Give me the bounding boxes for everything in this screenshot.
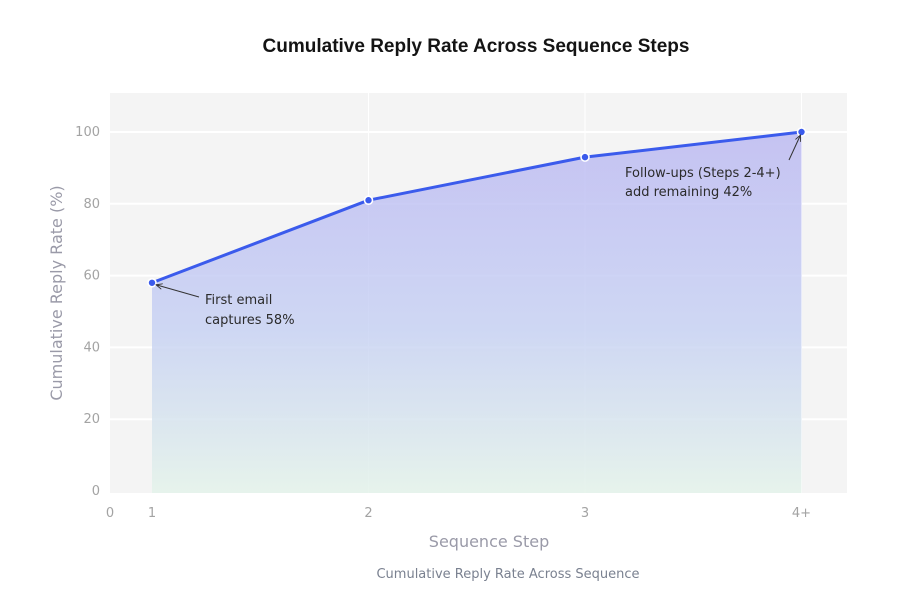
data-point-4plus — [796, 127, 807, 137]
data-point-1 — [147, 277, 157, 288]
y-tick-20: 20 — [83, 412, 100, 427]
annotation-arrow-follow-ups — [788, 135, 801, 161]
y-tick-0: 0 — [92, 484, 100, 499]
y-axis-ticks: 0 20 40 60 80 100 — [75, 125, 100, 499]
chart-caption: Cumulative Reply Rate Across Sequence — [376, 567, 639, 582]
annotation-first-email: First email captures 58% — [156, 285, 295, 328]
annotation-follow-ups-line1: Follow-ups (Steps 2-4+) — [625, 166, 781, 181]
chart-title: Cumulative Reply Rate Across Sequence St… — [263, 36, 690, 57]
x-tick-4plus: 4+ — [792, 506, 811, 521]
x-tick-2: 2 — [364, 506, 372, 521]
y-tick-80: 80 — [83, 197, 100, 212]
data-points — [147, 127, 807, 288]
annotation-first-email-line2: captures 58% — [205, 313, 295, 328]
y-tick-100: 100 — [75, 125, 100, 140]
y-tick-40: 40 — [83, 340, 100, 355]
annotation-follow-ups: Follow-ups (Steps 2-4+) add remaining 42… — [625, 135, 801, 200]
x-axis-label: Sequence Step — [429, 532, 549, 551]
data-point-2 — [363, 195, 374, 206]
y-axis-label: Cumulative Reply Rate (%) — [47, 185, 66, 400]
y-tick-60: 60 — [83, 269, 100, 284]
series-line — [151, 130, 802, 285]
x-tick-3: 3 — [581, 506, 589, 521]
x-tick-1: 1 — [148, 506, 156, 521]
annotation-first-email-line1: First email — [205, 293, 272, 308]
annotation-arrow-first-email — [156, 285, 200, 298]
annotation-follow-ups-line2: add remaining 42% — [625, 185, 752, 200]
data-point-3 — [580, 152, 590, 162]
x-axis-ticks: 0 1 2 3 4+ — [106, 506, 811, 521]
x-tick-0: 0 — [106, 506, 114, 521]
